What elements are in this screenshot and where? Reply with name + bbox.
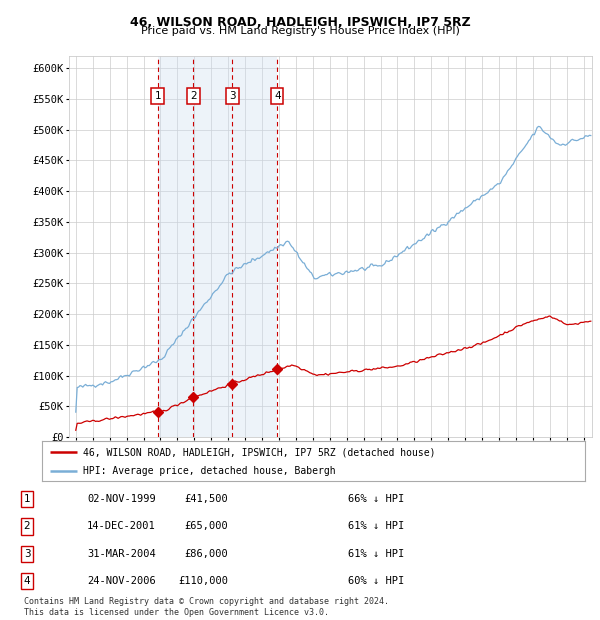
Text: 2: 2 [190, 91, 197, 101]
Text: 61% ↓ HPI: 61% ↓ HPI [348, 521, 404, 531]
Text: 46, WILSON ROAD, HADLEIGH, IPSWICH, IP7 5RZ (detached house): 46, WILSON ROAD, HADLEIGH, IPSWICH, IP7 … [83, 448, 435, 458]
Text: 3: 3 [23, 549, 31, 559]
Text: 4: 4 [23, 576, 31, 586]
Text: 2: 2 [23, 521, 31, 531]
Bar [158, 56, 277, 437]
Text: £41,500: £41,500 [184, 494, 228, 504]
Text: HPI: Average price, detached house, Babergh: HPI: Average price, detached house, Babe… [83, 466, 335, 476]
Text: 1: 1 [23, 494, 31, 504]
Text: 66% ↓ HPI: 66% ↓ HPI [348, 494, 404, 504]
Text: £110,000: £110,000 [178, 576, 228, 586]
Text: 1: 1 [154, 91, 161, 101]
Text: 46, WILSON ROAD, HADLEIGH, IPSWICH, IP7 5RZ: 46, WILSON ROAD, HADLEIGH, IPSWICH, IP7 … [130, 16, 470, 29]
Text: 14-DEC-2001: 14-DEC-2001 [87, 521, 156, 531]
Text: 61% ↓ HPI: 61% ↓ HPI [348, 549, 404, 559]
Text: £86,000: £86,000 [184, 549, 228, 559]
Text: 02-NOV-1999: 02-NOV-1999 [87, 494, 156, 504]
Text: 24-NOV-2006: 24-NOV-2006 [87, 576, 156, 586]
Text: 31-MAR-2004: 31-MAR-2004 [87, 549, 156, 559]
Text: Price paid vs. HM Land Registry's House Price Index (HPI): Price paid vs. HM Land Registry's House … [140, 26, 460, 36]
Text: 3: 3 [229, 91, 236, 101]
Text: 60% ↓ HPI: 60% ↓ HPI [348, 576, 404, 586]
Text: Contains HM Land Registry data © Crown copyright and database right 2024.
This d: Contains HM Land Registry data © Crown c… [24, 598, 389, 617]
Text: 4: 4 [274, 91, 281, 101]
Text: £65,000: £65,000 [184, 521, 228, 531]
